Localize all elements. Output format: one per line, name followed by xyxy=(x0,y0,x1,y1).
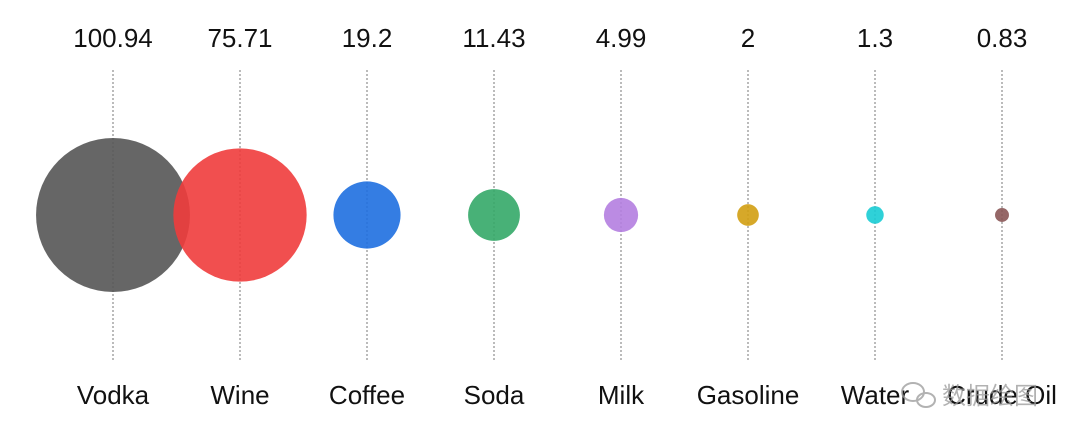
value-label: 2 xyxy=(741,23,755,53)
bubble xyxy=(468,189,520,241)
watermark-icon xyxy=(901,382,925,402)
value-label: 0.83 xyxy=(977,23,1028,53)
watermark: 数据绘图 xyxy=(901,382,1038,410)
bubble xyxy=(36,138,190,292)
watermark-text: 数据绘图 xyxy=(942,382,1038,410)
bubble xyxy=(995,208,1009,222)
bubble xyxy=(866,206,884,224)
bubble xyxy=(737,204,759,226)
value-label: 100.94 xyxy=(73,23,153,53)
bubble xyxy=(333,181,401,249)
category-label: Wine xyxy=(210,380,269,410)
value-label: 1.3 xyxy=(857,23,893,53)
bubble xyxy=(603,197,639,233)
category-label: Crude Oil xyxy=(947,380,1057,410)
category-label: Coffee xyxy=(329,380,405,410)
category-label: Vodka xyxy=(77,380,150,410)
category-label: Soda xyxy=(464,380,525,410)
category-label: Water xyxy=(841,380,910,410)
bubble xyxy=(173,148,307,282)
value-label: 4.99 xyxy=(596,23,647,53)
category-label: Milk xyxy=(598,380,645,410)
category-label: Gasoline xyxy=(697,380,800,410)
value-label: 11.43 xyxy=(462,23,525,53)
watermark-icon xyxy=(916,392,936,408)
value-label: 75.71 xyxy=(207,23,272,53)
value-label: 19.2 xyxy=(342,23,393,53)
